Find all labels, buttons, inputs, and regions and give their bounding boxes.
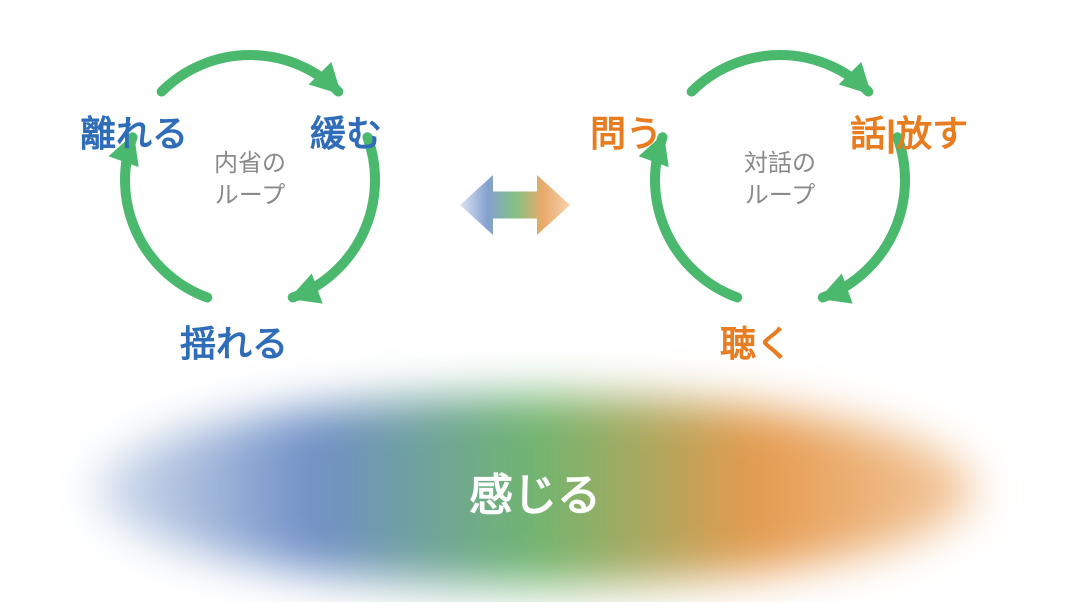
right-loop-title-line1: 対話の [744, 150, 816, 177]
left-loop-title-line1: 内省の [214, 150, 286, 177]
left-loop-title-line2: ループ [215, 182, 286, 209]
right-loop-title: 対話の ループ [720, 148, 840, 213]
right-label-top-left: 問う [590, 105, 662, 157]
left-label-top-right: 緩む [310, 105, 382, 157]
left-label-bottom: 揺れる [180, 315, 288, 367]
feel-label: 感じる [415, 459, 655, 523]
right-label-bottom: 聴く [720, 315, 792, 367]
right-label-top-right: 話|放す [850, 105, 968, 157]
left-loop-title: 内省の ループ [190, 148, 310, 213]
right-loop-title-line2: ループ [745, 182, 816, 209]
diagram-root: 内省の ループ 対話の ループ 離れる 緩む 揺れる 問う 話|放す 聴く 感じ… [0, 0, 1070, 602]
left-label-top-left: 離れる [80, 105, 188, 157]
